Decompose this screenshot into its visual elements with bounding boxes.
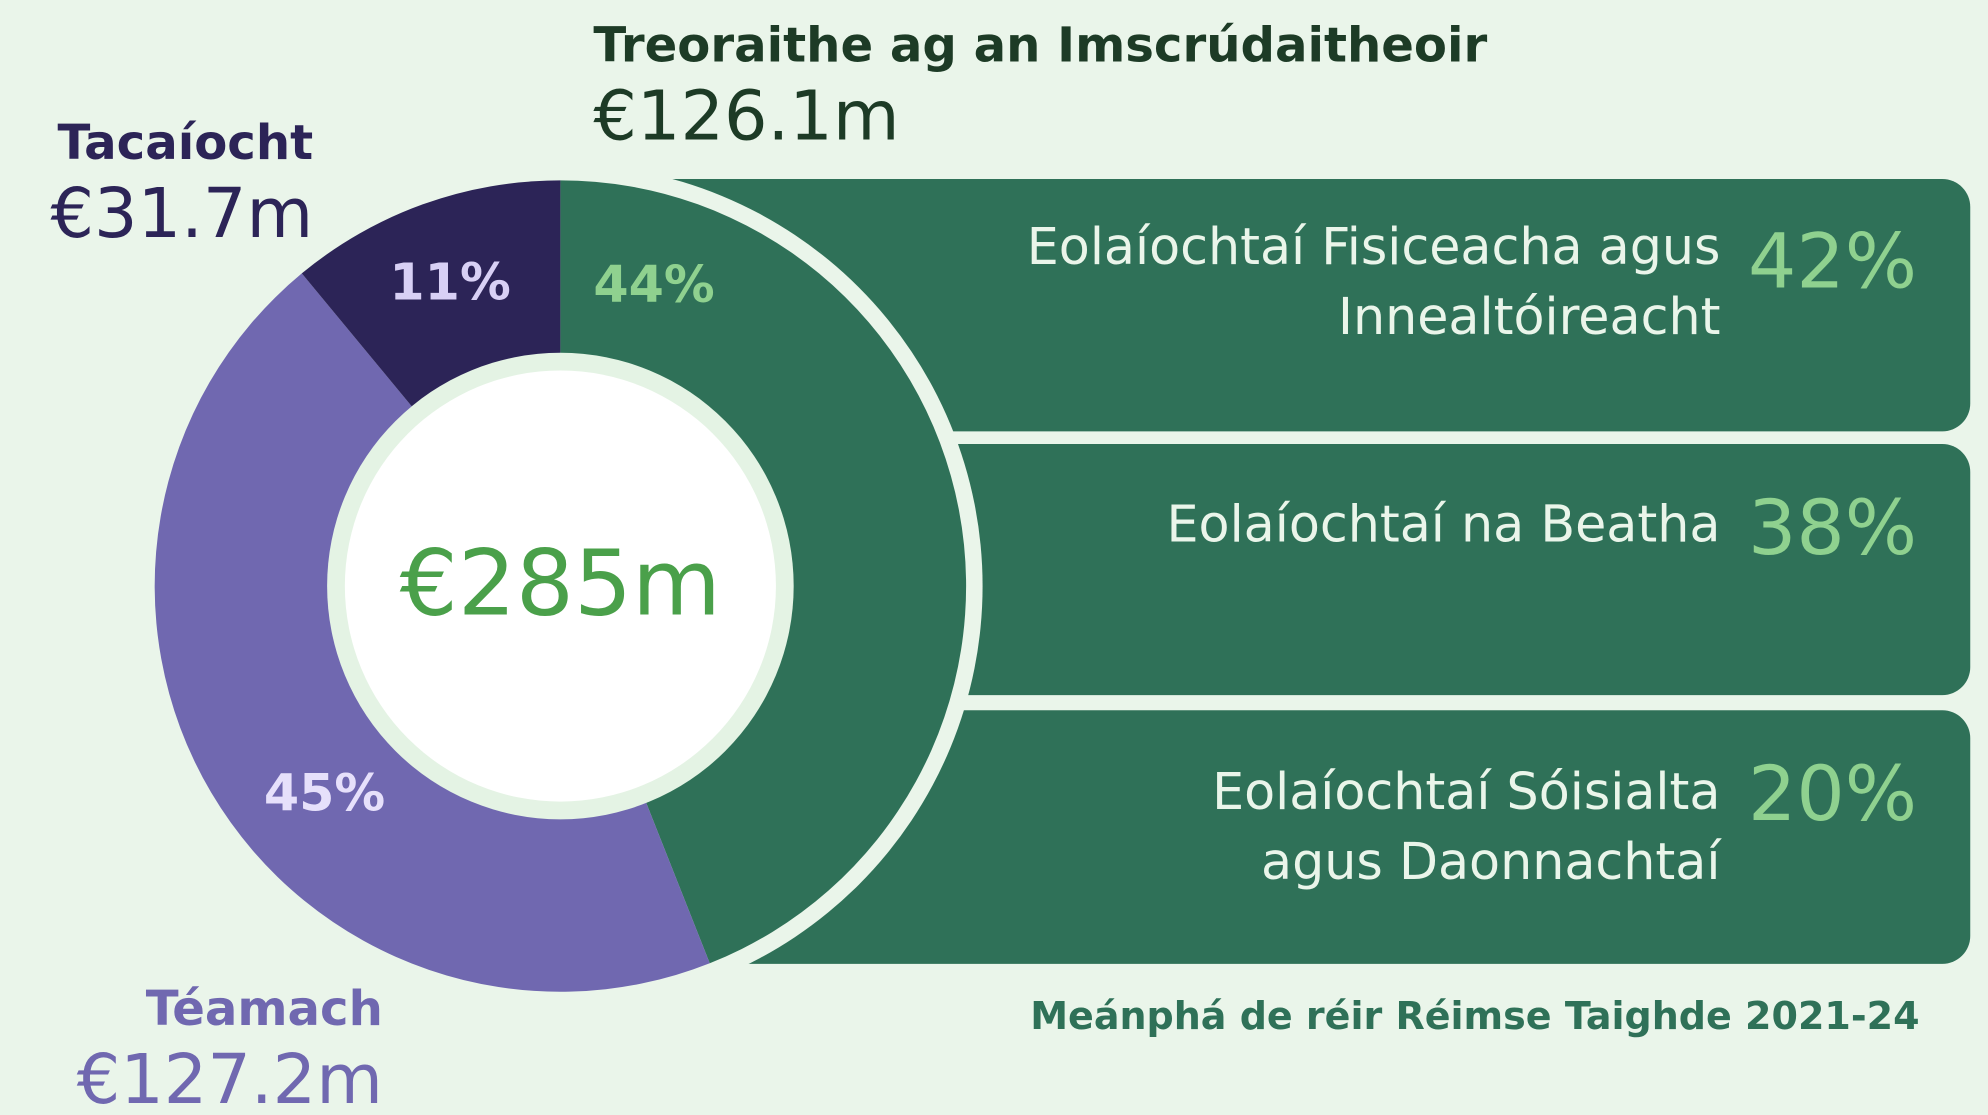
breakdown-panel: [608, 710, 1971, 964]
segment-amount: €127.2m: [77, 1040, 383, 1115]
breakdown-category: Innealtóireacht: [1338, 287, 1720, 346]
segment-percent: 44%: [593, 255, 714, 314]
segment-percent: 11%: [389, 253, 510, 312]
breakdown-panel: [608, 179, 1971, 432]
segment-name: Tacaíocht: [58, 115, 314, 171]
breakdown-value: 20%: [1748, 749, 1917, 838]
breakdown-value: 38%: [1748, 483, 1917, 572]
segment-name: Treoraithe ag an Imscrúdaitheoir: [593, 17, 1487, 73]
breakdown-category: Eolaíochtaí na Beatha: [1167, 495, 1721, 554]
breakdown-category: Eolaíochtaí Sóisialta: [1212, 762, 1720, 821]
breakdown-title: Meánphá de réir Réimse Taighde 2021-24: [1030, 994, 1919, 1038]
segment-percent: 45%: [264, 763, 385, 822]
segment-amount: €31.7m: [51, 174, 314, 254]
segment-name: Téamach: [146, 981, 383, 1037]
breakdown-value: 42%: [1748, 217, 1917, 306]
breakdown-category: Eolaíochtaí Fisiceacha agus: [1027, 217, 1721, 276]
inner-circle: [344, 370, 776, 802]
segment-amount: €126.1m: [593, 76, 899, 156]
center-label: €285m: [400, 530, 721, 637]
breakdown-category: agus Daonnachtaí: [1261, 832, 1722, 891]
